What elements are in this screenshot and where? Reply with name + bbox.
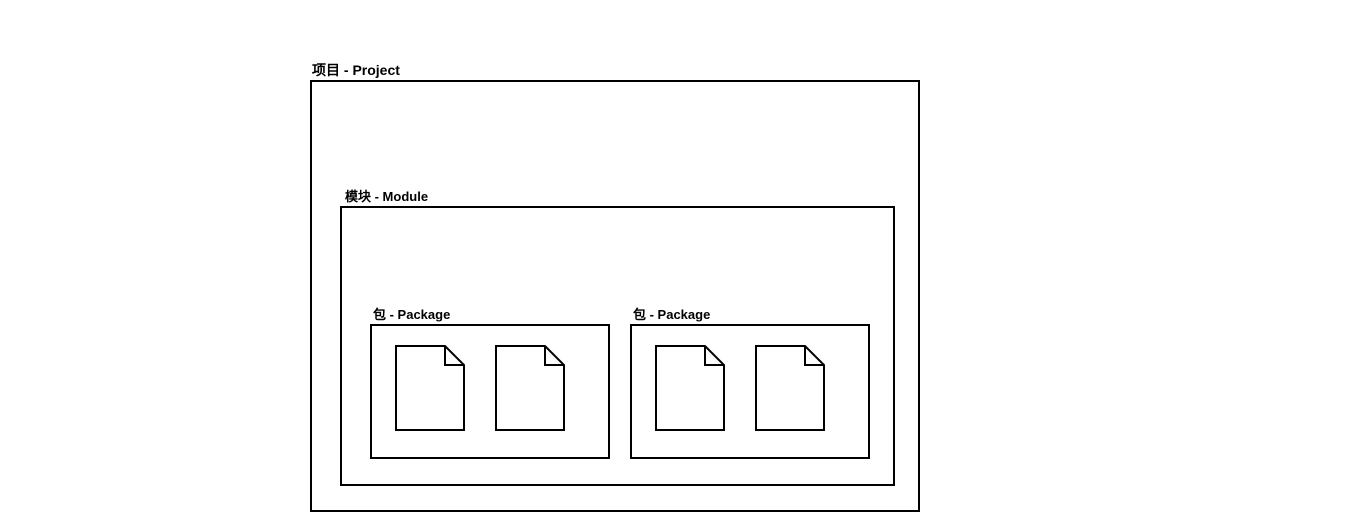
file-icon <box>495 345 565 431</box>
module-label: 模块 - Module <box>345 186 428 205</box>
package-label: 包 - Package <box>373 304 450 323</box>
package-label: 包 - Package <box>633 304 710 323</box>
project-label: 项目 - Project <box>312 60 400 80</box>
file-icon <box>755 345 825 431</box>
file-icon <box>655 345 725 431</box>
file-icon <box>395 345 465 431</box>
